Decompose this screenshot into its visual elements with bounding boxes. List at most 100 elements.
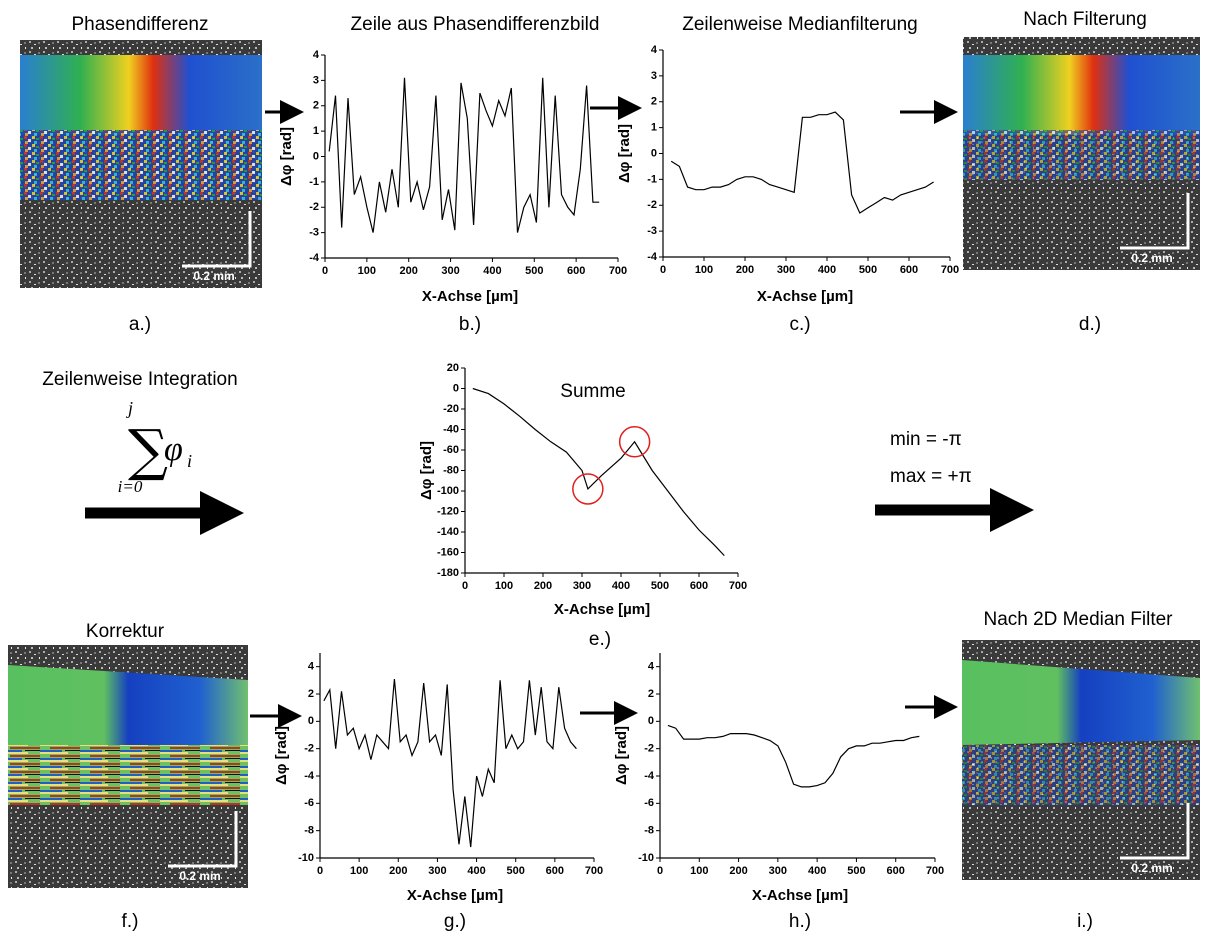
x-axis-label: X-Achse [µm] [407,887,503,904]
y-tick-label: -120 [437,505,459,517]
chart: -10 -8 -6 -4 -2 0 2 4 0 100 200 300 400 500 600 700 X-Ac… [613,653,944,932]
sum-term: φ [164,431,183,468]
panel-label: e.) [589,629,611,650]
arrows [85,96,1034,728]
data-line [328,77,600,233]
y-tick-label: 20 [447,362,459,374]
y-tick-label: -8 [304,825,314,837]
y-tick-label: -1 [647,173,657,185]
panel-label: b.) [459,314,481,335]
panel-title: Nach Filterung [1023,9,1147,30]
x-tick-label: 500 [525,265,543,277]
scale-bar [1120,803,1190,860]
sum-upper: j [126,398,133,418]
integration-title: Zeilenweise Integration [42,369,237,390]
panel-title: Korrektur [86,621,165,642]
x-tick-label: 0 [317,865,323,877]
x-tick-label: 300 [441,265,459,277]
x-tick-label: 300 [769,865,787,877]
panel-label: a.) [129,314,151,335]
y-tick-label: -160 [437,546,459,558]
y-tick-label: -2 [644,743,654,755]
y-axis-label: Δφ [rad] [613,726,630,785]
x-tick-label: 100 [358,265,376,277]
x-tick-label: 0 [462,580,468,592]
y-tick-label: -4 [304,770,315,782]
y-axis-label: Δφ [rad] [278,127,295,186]
highlight-circle [618,426,651,458]
y-tick-label: -100 [437,485,459,497]
y-tick-label: 0 [308,715,314,727]
x-tick-label: 200 [729,865,747,877]
x-axis-label: X-Achse [µm] [554,601,650,618]
x-tick-label: 600 [567,265,585,277]
panel-label: d.) [1079,314,1101,335]
y-tick-label: -1 [309,176,319,188]
y-tick-label: 3 [313,74,319,86]
y-tick-label: -20 [443,403,459,415]
y-axis-label: Δφ [rad] [616,124,633,183]
x-tick-label: 0 [660,264,666,276]
y-tick-label: 0 [453,382,459,394]
y-tick-label: 2 [308,688,314,700]
y-tick-label: 4 [651,44,658,56]
y-tick-label: -10 [638,852,654,864]
image-i [962,640,1200,880]
y-tick-label: -2 [304,743,314,755]
chart: -10 -8 -6 -4 -2 0 2 4 0 100 200 300 400 500 600 700 X-Ac… [273,653,603,932]
panel-label: c.) [789,314,810,335]
x-tick-label: 300 [573,580,591,592]
y-tick-label: 2 [648,688,654,700]
x-tick-label: 100 [495,580,513,592]
scale-bar [168,811,238,868]
x-tick-label: 0 [322,265,328,277]
y-tick-label: -4 [644,770,655,782]
x-tick-label: 400 [808,865,826,877]
chart: -4 -3 -2 -1 0 1 2 3 4 0 100 200 300 400 500 600 700 Zeile… [278,14,627,335]
x-tick-label: 600 [887,865,905,877]
sum-lower: i=0 [118,477,143,496]
x-tick-label: 700 [585,865,603,877]
y-tick-label: -6 [644,797,654,809]
x-tick-label: 700 [941,264,959,276]
x-tick-label: 300 [777,264,795,276]
highlight-circle [572,473,604,505]
y-tick-label: 0 [648,715,654,727]
data-line [670,111,934,214]
sum-symbol: ∑ [128,419,168,484]
x-tick-label: 500 [651,580,669,592]
y-tick-label: -4 [309,252,320,264]
y-tick-label: -4 [647,251,658,263]
y-tick-label: -80 [443,464,459,476]
x-axis-label: X-Achse [µm] [422,288,518,305]
panel-label: f.) [122,911,139,932]
y-tick-label: 1 [651,122,657,134]
y-tick-label: -8 [644,825,654,837]
panel-label: i.) [1077,911,1093,932]
x-tick-label: 0 [657,865,663,877]
x-tick-label: 500 [507,865,525,877]
scale-bar [1120,193,1190,250]
y-axis-label: Δφ [rad] [418,441,435,500]
panel-label: h.) [789,911,811,932]
y-tick-label: 3 [651,70,657,82]
scale-label: 0.2 mm [193,269,234,283]
chart-title: Zeile aus Phasendifferenzbild [351,14,600,35]
x-tick-label: 500 [859,264,877,276]
x-tick-label: 200 [400,265,418,277]
x-tick-label: 100 [690,865,708,877]
x-tick-label: 400 [483,265,501,277]
limit-max: max = +π [890,466,972,487]
x-tick-label: 400 [818,264,836,276]
y-tick-label: -60 [443,444,459,456]
data-line [667,724,920,788]
y-tick-label: 0 [651,147,657,159]
scale-label: 0.2 mm [179,869,220,883]
x-tick-label: 100 [350,865,368,877]
panel-title: Phasendifferenz [72,14,209,35]
y-tick-label: 4 [313,49,320,61]
y-tick-label: -2 [309,201,319,213]
chart-title: Summe [560,381,625,402]
